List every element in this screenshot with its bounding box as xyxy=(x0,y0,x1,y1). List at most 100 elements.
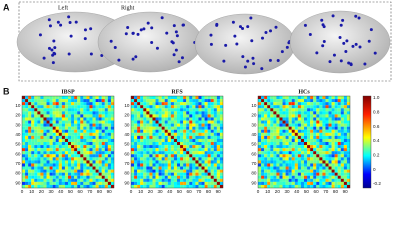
cell xyxy=(77,102,81,106)
cell xyxy=(149,154,153,158)
cell xyxy=(297,123,301,127)
cell xyxy=(98,105,102,109)
cell xyxy=(297,114,301,118)
cell xyxy=(43,126,47,130)
cell xyxy=(74,178,78,182)
cell xyxy=(101,166,105,170)
cell xyxy=(164,142,168,146)
cell xyxy=(52,157,56,161)
cell xyxy=(291,181,295,185)
cell xyxy=(71,157,75,161)
cell xyxy=(331,181,335,185)
cell xyxy=(340,157,344,161)
cell xyxy=(25,178,29,182)
cell xyxy=(294,154,298,158)
cell xyxy=(31,166,35,170)
cell xyxy=(346,160,351,164)
cell xyxy=(313,111,317,115)
cell xyxy=(110,111,115,115)
cell xyxy=(101,102,105,106)
cell xyxy=(101,117,105,121)
cell xyxy=(307,151,311,155)
cell xyxy=(140,181,144,185)
cell xyxy=(192,111,196,115)
cell xyxy=(31,123,35,127)
cell xyxy=(71,123,75,127)
cell xyxy=(195,175,199,179)
cell xyxy=(201,120,205,124)
cell xyxy=(192,172,196,176)
cell xyxy=(107,163,111,167)
cell xyxy=(216,120,220,124)
cell xyxy=(210,123,214,127)
cell xyxy=(267,123,271,127)
cell xyxy=(152,126,156,130)
cell xyxy=(288,126,292,130)
cell xyxy=(204,157,208,161)
cell xyxy=(340,108,344,112)
cell xyxy=(285,132,289,136)
cell xyxy=(282,105,286,109)
cell xyxy=(291,120,295,124)
cell xyxy=(331,184,335,189)
cell xyxy=(210,163,214,167)
cell xyxy=(55,184,59,189)
cell xyxy=(95,111,99,115)
cell xyxy=(68,120,72,124)
cell xyxy=(158,102,162,106)
cell xyxy=(189,166,193,170)
cell xyxy=(297,172,301,176)
cell xyxy=(31,142,35,146)
cell xyxy=(149,111,153,115)
cell xyxy=(61,129,65,133)
y-tick-label: 80 xyxy=(15,171,21,176)
cell xyxy=(107,151,111,155)
cell xyxy=(164,148,168,152)
cell xyxy=(46,154,50,158)
cell xyxy=(219,120,224,124)
cell xyxy=(328,138,332,143)
cell xyxy=(192,166,196,170)
cell xyxy=(337,111,341,115)
cell xyxy=(110,169,115,173)
cell xyxy=(183,96,187,100)
cell xyxy=(49,135,53,139)
cell xyxy=(201,157,205,161)
cell xyxy=(161,102,165,106)
cell xyxy=(46,129,50,133)
cell xyxy=(22,135,26,139)
cell xyxy=(52,148,56,152)
cell xyxy=(61,135,65,139)
cell xyxy=(322,138,326,143)
cell xyxy=(201,148,205,152)
cell xyxy=(22,105,26,109)
cell xyxy=(180,126,184,130)
cell xyxy=(276,154,280,158)
cell xyxy=(43,160,47,164)
node xyxy=(246,59,250,63)
cell xyxy=(55,142,59,146)
cell xyxy=(173,120,178,124)
cell xyxy=(285,102,289,106)
cell xyxy=(98,169,102,173)
cell xyxy=(337,105,341,109)
cell xyxy=(264,148,268,152)
cell xyxy=(149,129,153,133)
cell xyxy=(80,172,84,176)
cell xyxy=(213,172,217,176)
cell xyxy=(61,142,65,146)
cell xyxy=(28,184,32,189)
cell xyxy=(279,145,283,149)
cell xyxy=(177,105,181,109)
cell xyxy=(98,154,102,158)
cell xyxy=(304,160,308,164)
y-tick-label: 10 xyxy=(15,103,21,108)
cell xyxy=(74,181,78,185)
cell xyxy=(101,154,105,158)
cell xyxy=(83,126,87,130)
cell xyxy=(270,145,274,149)
cell xyxy=(89,129,93,133)
cell xyxy=(288,135,292,139)
cell xyxy=(46,184,50,189)
cell xyxy=(285,108,289,112)
